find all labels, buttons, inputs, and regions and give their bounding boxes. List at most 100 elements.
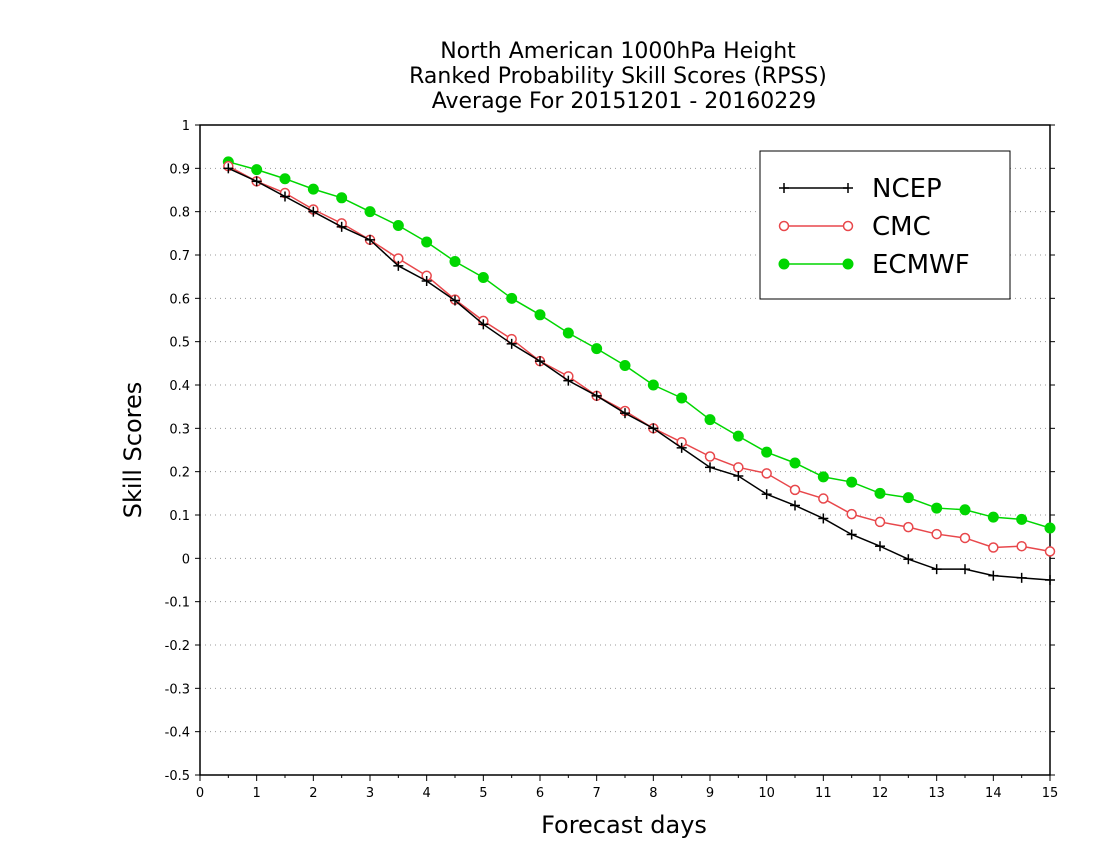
data-point-ncep <box>591 390 602 401</box>
legend: NCEP CMC ECMWF <box>759 150 1011 300</box>
chart-title-line-3: Average For 20151201 - 20160229 <box>432 89 817 114</box>
x-tick-label: 9 <box>706 786 714 801</box>
data-point-ncep <box>308 206 319 217</box>
data-point-ecmwf <box>1044 522 1056 534</box>
gridlines <box>200 167 1050 733</box>
data-point-ncep <box>733 471 744 481</box>
data-point-ecmwf <box>364 206 376 218</box>
data-point-ncep <box>875 541 885 552</box>
data-point-ecmwf <box>449 256 461 267</box>
data-point-ecmwf <box>987 511 999 523</box>
x-tick-label: 10 <box>758 786 775 801</box>
data-point-ncep <box>336 221 347 232</box>
data-point-ncep <box>761 489 772 500</box>
data-point-ncep <box>251 176 262 187</box>
data-point-ncep <box>676 442 687 453</box>
x-tick-label: 1 <box>253 786 261 801</box>
data-point-ecmwf <box>902 492 914 504</box>
y-tick-label: 0.5 <box>169 336 190 351</box>
data-point-ecmwf <box>506 292 518 304</box>
x-tick-label: 11 <box>815 786 832 801</box>
data-point-cmc <box>733 462 744 473</box>
data-point-ncep <box>478 319 489 330</box>
x-tick-label: 13 <box>928 786 945 801</box>
data-point-ecmwf <box>647 379 659 391</box>
data-point-ecmwf <box>619 360 631 371</box>
legend-marker-cmc <box>842 220 854 232</box>
x-tick-label: 4 <box>423 786 431 801</box>
series-ecmwf <box>222 156 1056 534</box>
data-point-ncep <box>1016 572 1027 583</box>
x-tick-label: 0 <box>196 786 204 801</box>
data-point-ecmwf <box>336 192 348 204</box>
data-point-cmc <box>846 508 857 520</box>
legend-box <box>759 150 1011 300</box>
legend-marker-ncep <box>843 183 853 193</box>
data-point-ecmwf <box>534 309 546 321</box>
legend-label-ncep: NCEP <box>872 174 942 204</box>
data-point-ncep <box>223 163 234 174</box>
data-point-ncep <box>648 423 659 434</box>
legend-item-ecmwf: ECMWF <box>778 250 970 280</box>
data-point-ecmwf <box>591 343 603 355</box>
legend-marker-ecmwf <box>778 258 790 270</box>
data-point-cmc <box>1044 546 1056 557</box>
data-point-cmc <box>789 484 801 496</box>
chart-title: North American 1000hPa Height Ranked Pro… <box>409 39 827 114</box>
data-point-ncep <box>818 513 829 524</box>
x-tick-label: 2 <box>309 786 317 801</box>
data-point-ecmwf <box>676 392 688 404</box>
axes: -0.5 -0.4 -0.3 -0.2 -0.1 0 0.1 0.2 0.3 0.4 0.5 0.6 0… <box>165 119 1059 801</box>
data-point-cmc <box>988 542 999 553</box>
y-axis-label: Skill Scores <box>119 382 147 519</box>
data-point-cmc <box>903 521 914 533</box>
y-tick-label: -0.1 <box>165 596 190 611</box>
data-point-ecmwf <box>846 476 858 488</box>
data-point-ncep <box>563 375 574 386</box>
data-point-ncep <box>790 500 800 511</box>
data-point-cmc <box>931 528 942 540</box>
y-tick-label: 0.1 <box>169 509 190 524</box>
data-point-ncep <box>365 234 375 245</box>
series-line-ncep <box>228 167 1051 581</box>
data-point-ncep <box>280 191 290 202</box>
y-tick-label: -0.4 <box>165 726 190 741</box>
data-point-ecmwf <box>931 502 943 514</box>
y-tick-label: -0.5 <box>165 769 190 784</box>
y-tick-label: 0.4 <box>169 379 190 394</box>
legend-item-cmc: CMC <box>778 212 931 242</box>
data-point-cmc <box>818 493 829 504</box>
data-point-ncep <box>705 462 715 473</box>
data-point-ecmwf <box>1016 513 1028 525</box>
data-point-ecmwf <box>761 446 773 458</box>
data-point-ecmwf <box>251 164 263 176</box>
data-point-ncep <box>450 295 460 306</box>
y-tick-label: 1 <box>182 119 190 134</box>
y-tick-label: 0.7 <box>169 249 190 264</box>
x-tick-label: 8 <box>649 786 657 801</box>
legend-marker-cmc <box>778 220 790 232</box>
data-point-ncep <box>393 260 404 271</box>
data-point-cmc <box>704 451 716 462</box>
legend-label-ecmwf: ECMWF <box>872 250 970 280</box>
y-tick-label: 0.2 <box>169 466 190 481</box>
data-point-ncep <box>931 564 942 575</box>
y-tick-label: -0.2 <box>165 639 190 654</box>
y-tick-label: -0.3 <box>165 682 190 697</box>
data-point-ecmwf <box>279 173 291 185</box>
x-tick-label: 5 <box>479 786 487 801</box>
chart-title-line-2: Ranked Probability Skill Scores (RPSS) <box>409 64 827 89</box>
data-point-ncep <box>620 408 630 419</box>
data-point-ecmwf <box>704 414 716 426</box>
data-point-ecmwf <box>959 504 971 516</box>
y-tick-label: 0.3 <box>169 422 190 437</box>
series-ncep <box>223 163 1055 585</box>
legend-item-ncep: NCEP <box>779 174 942 204</box>
legend-marker-ecmwf <box>842 258 854 270</box>
data-point-ecmwf <box>732 430 744 442</box>
data-point-ecmwf <box>392 220 404 232</box>
data-point-ecmwf <box>307 183 319 195</box>
data-point-ecmwf <box>562 327 574 339</box>
data-point-cmc <box>874 516 886 528</box>
